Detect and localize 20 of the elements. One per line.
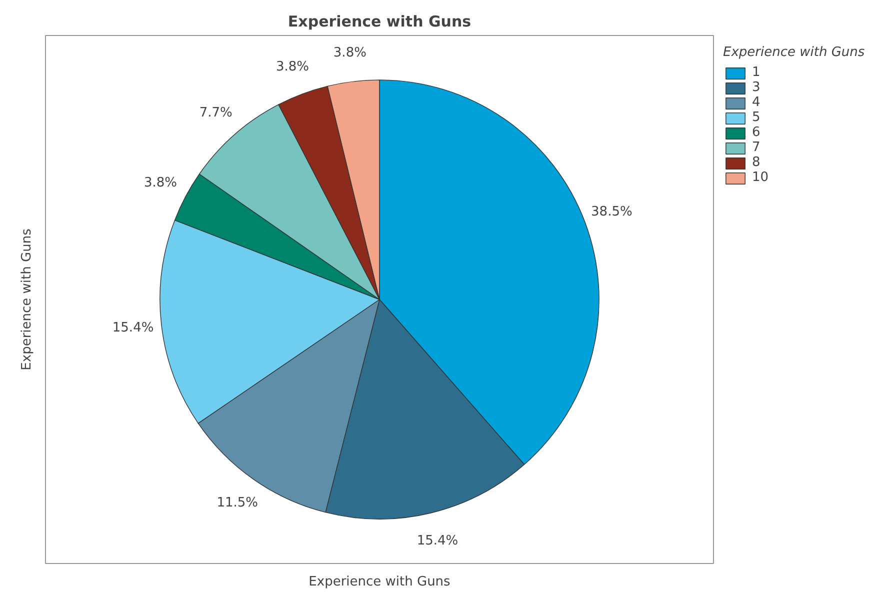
data-label: 7.7% xyxy=(199,105,232,120)
legend-label: 4 xyxy=(752,95,762,110)
text: Experience with Guns xyxy=(308,574,451,590)
legend-label: 6 xyxy=(752,125,762,140)
legend-label: 7 xyxy=(752,140,762,155)
legend-label: 8 xyxy=(752,155,762,170)
chart-title: Experience with Guns xyxy=(288,12,472,30)
data-label: 15.4% xyxy=(112,320,154,336)
data-label: 3.8% xyxy=(144,175,177,190)
data-label: 38.5% xyxy=(591,204,632,220)
data-label: 3.8% xyxy=(333,46,366,61)
text: Experience with Guns xyxy=(20,228,34,370)
legend-label: 10 xyxy=(752,170,770,185)
legend-label: 3 xyxy=(752,80,762,95)
legend-title: Experience with Guns xyxy=(723,45,865,60)
data-label: 11.5% xyxy=(216,495,258,510)
data-label: 3.8% xyxy=(276,60,309,75)
data-label: 15.4% xyxy=(416,533,458,548)
legend-label: 5 xyxy=(752,110,762,125)
legend-label: 1 xyxy=(752,65,762,80)
